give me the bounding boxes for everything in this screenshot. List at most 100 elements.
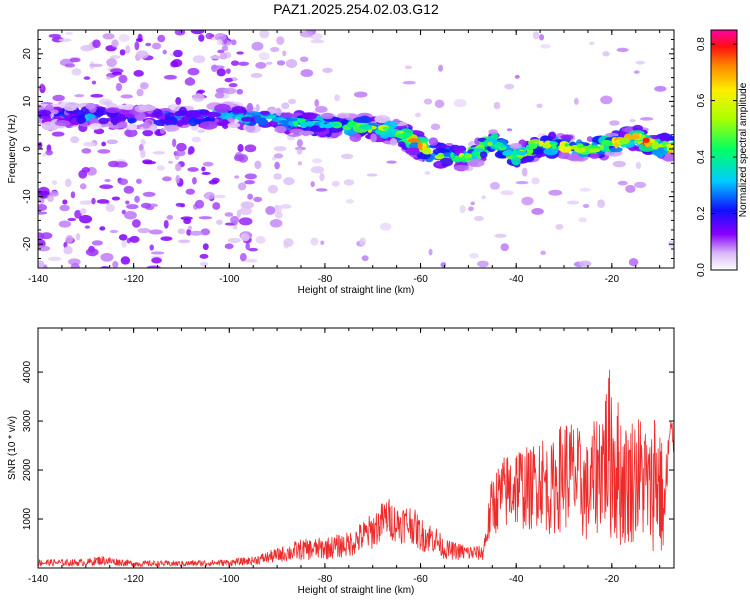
heatmap-noise-cell	[244, 173, 257, 180]
snr-xtick-label: -140	[28, 574, 48, 585]
heatmap-ridge-cell	[301, 112, 317, 121]
heatmap-noise-cell	[74, 94, 85, 98]
spectrogram-xtick-label: -120	[124, 274, 144, 285]
spectrogram-xtick-label: -100	[219, 274, 239, 285]
heatmap-noise-cell	[297, 161, 302, 166]
heatmap-noise-cell	[319, 172, 325, 182]
heatmap-noise-cell	[540, 250, 546, 256]
spectrogram-ylabel: Frequency (Hz)	[7, 115, 18, 184]
heatmap-noise-cell	[199, 261, 209, 267]
heatmap-ridge-cell	[198, 109, 210, 115]
heatmap-noise-cell	[521, 196, 534, 206]
heatmap-noise-cell	[628, 258, 639, 267]
heatmap-ridge-cell	[453, 164, 469, 171]
heatmap-ridge-cell	[435, 161, 442, 167]
heatmap-noise-cell	[265, 61, 273, 65]
heatmap-noise-cell	[38, 232, 45, 241]
heatmap-noise-cell	[67, 217, 77, 222]
heatmap-noise-cell	[52, 94, 65, 102]
heatmap-ridge-cell	[105, 107, 121, 114]
heatmap-noise-cell	[597, 199, 606, 209]
heatmap-noise-cell	[320, 240, 325, 246]
heatmap-noise-cell	[493, 101, 501, 110]
heatmap-ridge-cell	[214, 103, 231, 113]
heatmap-noise-cell	[142, 159, 153, 165]
heatmap-ridge-cell	[274, 125, 287, 134]
heatmap-noise-cell	[89, 63, 103, 68]
heatmap-noise-cell	[233, 154, 245, 162]
heatmap-noise-cell	[70, 136, 80, 144]
snr-axis-ticks: -140 -120 -100 -80 -60 -40 -20 1000 2000 3000 4000	[22, 328, 674, 585]
heatmap-noise-cell	[99, 184, 114, 190]
heatmap-noise-cell	[240, 201, 255, 209]
heatmap-noise-cell	[515, 181, 529, 185]
spectrogram-xlabel: Height of straight line (km)	[298, 285, 415, 296]
heatmap-ridge-cell	[52, 109, 59, 115]
heatmap-noise-cell	[152, 151, 166, 155]
heatmap-ridge-cell	[160, 119, 175, 125]
heatmap-noise-cell	[633, 70, 640, 74]
heatmap-ridge-cell	[586, 136, 593, 143]
heatmap-noise-cell	[139, 82, 149, 90]
heatmap-noise-cell	[192, 55, 206, 64]
heatmap-noise-cell	[160, 236, 173, 241]
snr-series-line	[38, 369, 674, 568]
heatmap-core-cell	[575, 147, 581, 153]
heatmap-ridge-cell	[343, 128, 356, 136]
figure-title: PAZ1.2025.254.02.03.G12	[273, 1, 439, 17]
heatmap-noise-cell	[177, 228, 186, 235]
heatmap-noise-cell	[42, 152, 47, 157]
spectrogram-xtick-label: -140	[28, 274, 48, 285]
heatmap-noise-cell	[38, 211, 48, 215]
heatmap-noise-cell	[366, 173, 378, 177]
snr-ytick-label: 2000	[22, 458, 33, 481]
spectrogram-frame	[37, 29, 675, 269]
heatmap-noise-cell	[187, 76, 193, 86]
heatmap-noise-cell	[540, 44, 551, 49]
heatmap-noise-cell	[310, 166, 325, 174]
heatmap-core-cell	[558, 145, 565, 152]
heatmap-noise-cell	[494, 233, 507, 238]
heatmap-noise-cell	[216, 68, 226, 77]
heatmap-noise-cell	[247, 193, 254, 200]
heatmap-noise-cell	[142, 129, 154, 137]
heatmap-noise-cell	[654, 85, 667, 92]
heatmap-noise-cell	[521, 167, 528, 177]
heatmap-noise-cell	[202, 243, 209, 251]
heatmap-ridge-cell	[632, 124, 644, 132]
heatmap-noise-cell	[197, 89, 206, 94]
heatmap-noise-cell	[343, 179, 355, 186]
heatmap-core-cell	[515, 150, 527, 156]
heatmap-noise-cell	[157, 34, 166, 43]
heatmap-noise-cell	[239, 206, 253, 216]
heatmap-ridge-cell	[241, 116, 255, 122]
heatmap-noise-cell	[600, 95, 613, 105]
heatmap-noise-cell	[187, 150, 192, 155]
heatmap-noise-cell	[175, 163, 182, 172]
heatmap-noise-cell	[228, 82, 238, 88]
heatmap-ridge-cell	[85, 102, 96, 110]
heatmap-noise-cell	[238, 217, 253, 226]
snr-xtick-label: -100	[219, 574, 239, 585]
heatmap-noise-cell	[96, 199, 110, 204]
heatmap-ridge-cell	[98, 117, 109, 125]
colorbar-tick-label: 0.6	[696, 93, 707, 107]
heatmap-noise-cell	[635, 162, 642, 170]
heatmap-noise-cell	[59, 204, 70, 212]
heatmap-noise-cell	[175, 96, 182, 106]
heatmap-noise-cell	[63, 246, 73, 255]
heatmap-noise-cell	[45, 149, 54, 156]
heatmap-noise-cell	[174, 30, 186, 36]
heatmap-noise-cell	[148, 229, 163, 235]
heatmap-noise-cell	[192, 177, 197, 185]
heatmap-noise-cell	[281, 102, 290, 110]
heatmap-ridge-cell	[176, 109, 187, 116]
heatmap-noise-cell	[163, 74, 177, 80]
heatmap-noise-cell	[254, 160, 262, 170]
heatmap-noise-cell	[189, 230, 203, 236]
heatmap-noise-cell	[194, 199, 205, 209]
heatmap-noise-cell	[135, 50, 149, 59]
spectrogram-xtick-label: -80	[318, 274, 333, 285]
heatmap-noise-cell	[279, 204, 292, 209]
heatmap-noise-cell	[124, 210, 137, 220]
